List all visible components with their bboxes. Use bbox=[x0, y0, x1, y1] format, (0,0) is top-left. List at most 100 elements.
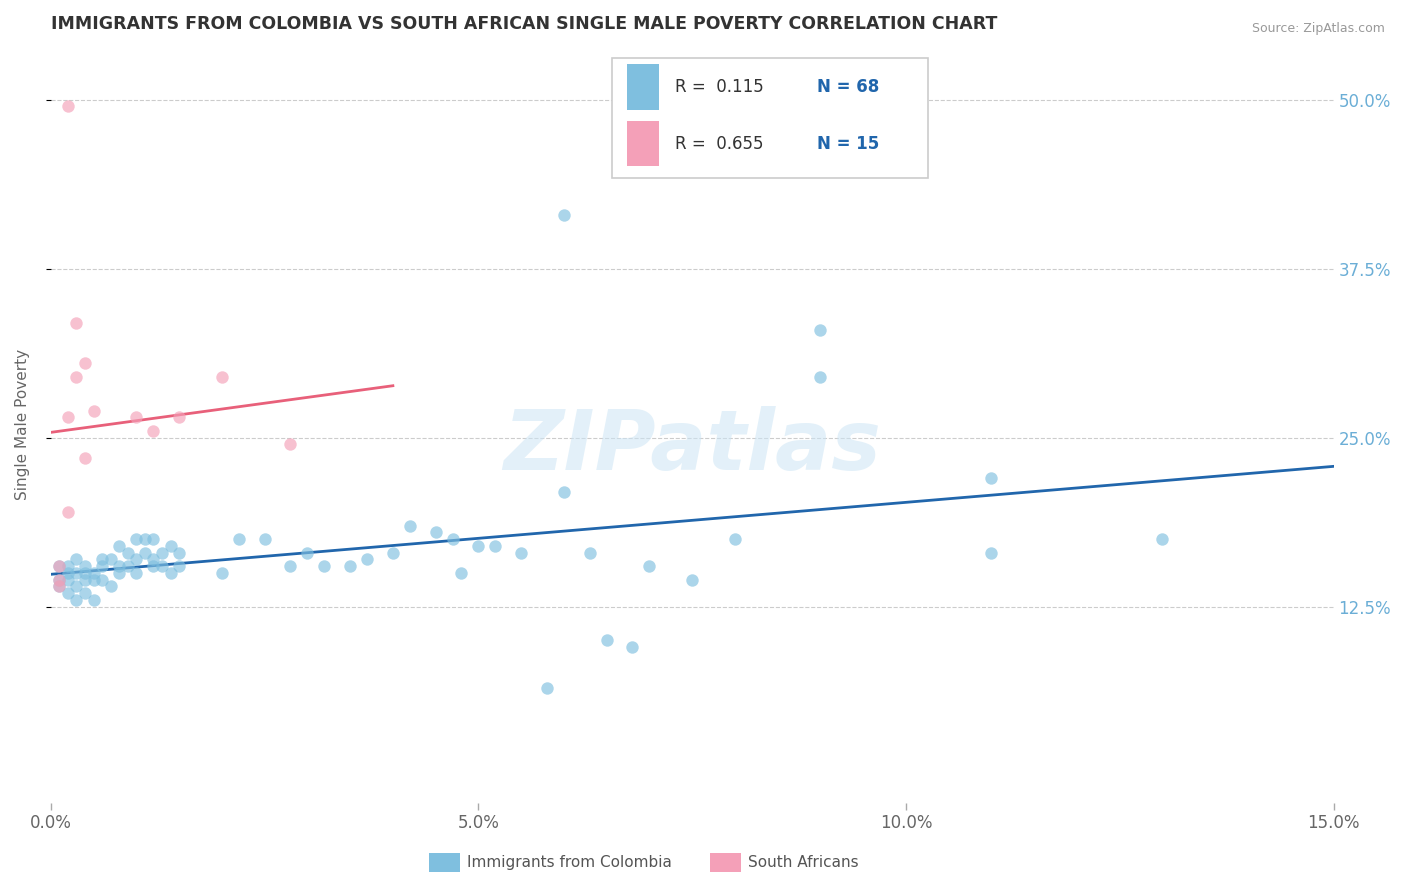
Point bbox=[681, 573, 703, 587]
Point bbox=[159, 566, 181, 580]
Point bbox=[142, 532, 165, 546]
Point bbox=[48, 573, 70, 587]
Point bbox=[297, 545, 319, 559]
Point bbox=[125, 566, 148, 580]
Point bbox=[553, 208, 575, 222]
Point bbox=[484, 539, 506, 553]
Point bbox=[381, 545, 404, 559]
Point bbox=[117, 545, 139, 559]
Point bbox=[108, 559, 131, 574]
Text: N = 68: N = 68 bbox=[817, 78, 880, 96]
Point bbox=[142, 424, 165, 438]
Point bbox=[56, 99, 79, 113]
Text: R =  0.655: R = 0.655 bbox=[675, 135, 763, 153]
Bar bbox=[627, 120, 659, 166]
Point bbox=[810, 369, 832, 384]
Point bbox=[100, 579, 122, 593]
Point bbox=[278, 437, 301, 451]
Point bbox=[100, 552, 122, 566]
Text: Source: ZipAtlas.com: Source: ZipAtlas.com bbox=[1251, 22, 1385, 36]
Point bbox=[167, 559, 190, 574]
Point bbox=[399, 518, 422, 533]
Point bbox=[65, 552, 87, 566]
Point bbox=[278, 559, 301, 574]
Point bbox=[150, 545, 173, 559]
Point bbox=[48, 559, 70, 574]
Point bbox=[108, 566, 131, 580]
Point bbox=[253, 532, 276, 546]
Point bbox=[595, 633, 617, 648]
Point bbox=[48, 579, 70, 593]
Point bbox=[83, 573, 105, 587]
Point bbox=[56, 566, 79, 580]
Point bbox=[65, 369, 87, 384]
Point bbox=[980, 545, 1002, 559]
Point bbox=[91, 559, 114, 574]
Point bbox=[65, 316, 87, 330]
Point bbox=[134, 545, 156, 559]
Text: IMMIGRANTS FROM COLOMBIA VS SOUTH AFRICAN SINGLE MALE POVERTY CORRELATION CHART: IMMIGRANTS FROM COLOMBIA VS SOUTH AFRICA… bbox=[51, 15, 997, 33]
Point bbox=[83, 592, 105, 607]
Point bbox=[65, 566, 87, 580]
Point bbox=[117, 559, 139, 574]
Point bbox=[467, 539, 489, 553]
Point bbox=[167, 410, 190, 425]
Point bbox=[724, 532, 747, 546]
Point bbox=[339, 559, 361, 574]
Point bbox=[125, 410, 148, 425]
Point bbox=[48, 579, 70, 593]
Point bbox=[211, 566, 233, 580]
Point bbox=[980, 471, 1002, 485]
Point bbox=[356, 552, 378, 566]
Point bbox=[73, 566, 96, 580]
Bar bbox=[627, 64, 659, 110]
Point bbox=[91, 573, 114, 587]
Point bbox=[73, 356, 96, 370]
Point bbox=[125, 532, 148, 546]
Point bbox=[65, 579, 87, 593]
Point bbox=[621, 640, 644, 655]
Point bbox=[73, 559, 96, 574]
Point bbox=[56, 573, 79, 587]
Text: N = 15: N = 15 bbox=[817, 135, 880, 153]
Point bbox=[125, 552, 148, 566]
Point bbox=[441, 532, 464, 546]
FancyBboxPatch shape bbox=[612, 58, 928, 178]
Point bbox=[48, 573, 70, 587]
Point bbox=[48, 559, 70, 574]
Point bbox=[56, 505, 79, 519]
Point bbox=[134, 532, 156, 546]
Point bbox=[536, 681, 558, 695]
Point bbox=[510, 545, 533, 559]
Y-axis label: Single Male Poverty: Single Male Poverty bbox=[15, 349, 30, 500]
Point bbox=[810, 322, 832, 336]
Point bbox=[83, 403, 105, 417]
Text: R =  0.115: R = 0.115 bbox=[675, 78, 763, 96]
Point bbox=[159, 539, 181, 553]
Text: South Africans: South Africans bbox=[748, 855, 859, 870]
Point bbox=[167, 545, 190, 559]
Point bbox=[108, 539, 131, 553]
Point bbox=[1152, 532, 1174, 546]
Point bbox=[211, 369, 233, 384]
Point bbox=[638, 559, 661, 574]
Point bbox=[56, 410, 79, 425]
Point bbox=[73, 573, 96, 587]
Point bbox=[56, 586, 79, 600]
Point bbox=[425, 525, 447, 540]
Point bbox=[553, 484, 575, 499]
Point bbox=[142, 559, 165, 574]
Point bbox=[142, 552, 165, 566]
Point bbox=[83, 566, 105, 580]
Point bbox=[91, 552, 114, 566]
Point bbox=[73, 450, 96, 465]
Point bbox=[56, 559, 79, 574]
Point bbox=[578, 545, 600, 559]
Point bbox=[314, 559, 336, 574]
Point bbox=[73, 586, 96, 600]
Point bbox=[450, 566, 472, 580]
Text: ZIPatlas: ZIPatlas bbox=[503, 407, 882, 487]
Point bbox=[228, 532, 250, 546]
Text: Immigrants from Colombia: Immigrants from Colombia bbox=[467, 855, 672, 870]
Point bbox=[150, 559, 173, 574]
